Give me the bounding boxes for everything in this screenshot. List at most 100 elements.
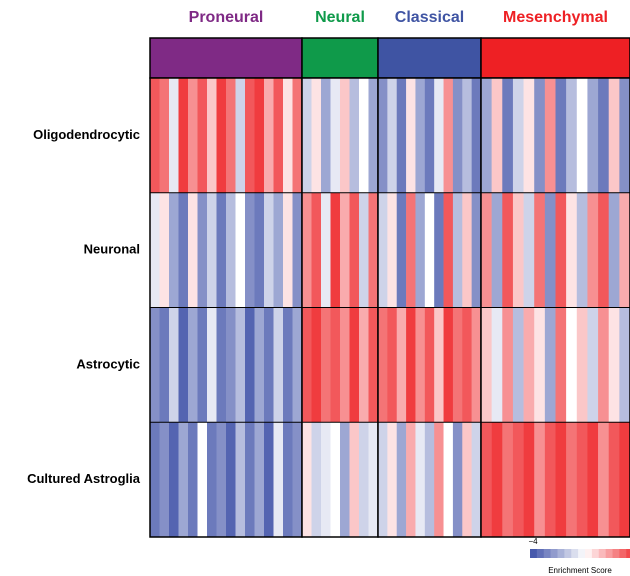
heatmap-cell <box>396 422 407 537</box>
heatmap-cell <box>292 422 303 537</box>
heatmap-cell <box>434 78 444 193</box>
heatmap-cell <box>566 78 578 193</box>
heatmap-cell <box>226 192 236 308</box>
heatmap-cell <box>544 307 556 423</box>
heatmap-cell <box>207 78 217 193</box>
heatmap-cell <box>349 307 360 423</box>
heatmap-cell <box>587 422 599 537</box>
heatmap-cell <box>443 422 454 537</box>
heatmap-cell <box>415 78 426 193</box>
row-label: Neuronal <box>84 242 140 257</box>
heatmap-cell <box>462 422 472 537</box>
heatmap-cell <box>555 78 567 193</box>
heatmap-cell <box>378 307 388 423</box>
heatmap-cell <box>512 78 524 193</box>
heatmap-cell <box>534 192 546 308</box>
heatmap-cell <box>387 422 398 537</box>
heatmap-cell <box>283 192 293 308</box>
heatmap-cell <box>502 307 514 423</box>
heatmap-cell <box>150 307 160 423</box>
heatmap-cell <box>406 422 416 537</box>
heatmap-cell <box>283 422 293 537</box>
heatmap-cell <box>534 78 546 193</box>
heatmap-cell <box>197 422 208 537</box>
heatmap-cell <box>311 307 322 423</box>
colorbar-step <box>585 549 593 558</box>
heatmap-cell <box>178 422 189 537</box>
heatmap-cell <box>406 78 416 193</box>
heatmap-cell <box>216 422 227 537</box>
heatmap-cell <box>443 78 454 193</box>
heatmap-cell <box>197 307 208 423</box>
heatmap-cell <box>330 307 341 423</box>
colorbar-step <box>530 549 538 558</box>
heatmap-cell <box>321 192 331 308</box>
heatmap-cell <box>555 192 567 308</box>
colorbar-step <box>578 549 586 558</box>
heatmap-cell <box>235 78 246 193</box>
colorbar-step <box>564 549 572 558</box>
heatmap-cell <box>534 422 546 537</box>
heatmap-cell <box>359 78 369 193</box>
heatmap-cell <box>302 192 312 308</box>
colorbar-step <box>557 549 565 558</box>
heatmap-cell <box>273 78 284 193</box>
heatmap-cell <box>406 307 416 423</box>
heatmap-cell <box>178 307 189 423</box>
heatmap-cell <box>481 422 492 537</box>
heatmap-cell <box>587 78 599 193</box>
colorbar-step <box>605 549 613 558</box>
heatmap-cell <box>424 192 435 308</box>
heatmap-cell <box>619 192 630 308</box>
heatmap-cell <box>150 78 160 193</box>
heatmap-cell <box>619 307 630 423</box>
heatmap-cell <box>378 78 388 193</box>
heatmap-cell <box>207 192 217 308</box>
heatmap-cell <box>292 78 303 193</box>
heatmap-cell <box>226 422 236 537</box>
heatmap-cell <box>169 78 179 193</box>
heatmap-cell <box>462 307 472 423</box>
colorbar-step <box>536 549 545 558</box>
heatmap-cell <box>273 192 284 308</box>
heatmap-cell <box>544 78 556 193</box>
colorbar-tick-label: −4 <box>528 537 538 546</box>
heatmap-cell <box>311 422 322 537</box>
heatmap-cell <box>340 422 350 537</box>
heatmap-cell <box>292 192 303 308</box>
heatmap-cell <box>321 307 331 423</box>
heatmap-cell <box>555 307 567 423</box>
group-label: Classical <box>395 9 464 26</box>
heatmap-cell <box>471 307 482 423</box>
heatmap-cell <box>608 192 620 308</box>
group-label: Neural <box>315 9 365 26</box>
group-bar <box>377 37 482 79</box>
heatmap-cell <box>368 307 379 423</box>
heatmap-cell <box>245 192 255 308</box>
heatmap-cell <box>207 422 217 537</box>
heatmap-cell <box>349 78 360 193</box>
heatmap-cell <box>471 78 482 193</box>
heatmap-cell <box>169 422 179 537</box>
heatmap-cell <box>396 78 407 193</box>
heatmap-cell <box>302 78 312 193</box>
heatmap-cell <box>424 422 435 537</box>
heatmap-cell <box>512 422 524 537</box>
heatmap-cell <box>188 307 198 423</box>
heatmap-cell <box>368 78 379 193</box>
heatmap-cell <box>452 78 463 193</box>
heatmap-cell <box>462 192 472 308</box>
heatmap-cell <box>576 78 588 193</box>
heatmap-cell <box>340 78 350 193</box>
heatmap-cell <box>311 78 322 193</box>
heatmap-cell <box>340 307 350 423</box>
group-bar <box>480 37 630 79</box>
heatmap-cell <box>359 192 369 308</box>
heatmap-cell <box>169 192 179 308</box>
heatmap-cell <box>292 307 303 423</box>
heatmap-cell <box>321 78 331 193</box>
heatmap-cell <box>523 307 535 423</box>
heatmap-cell <box>178 192 189 308</box>
heatmap-cell <box>434 192 444 308</box>
heatmap-cell <box>555 422 567 537</box>
